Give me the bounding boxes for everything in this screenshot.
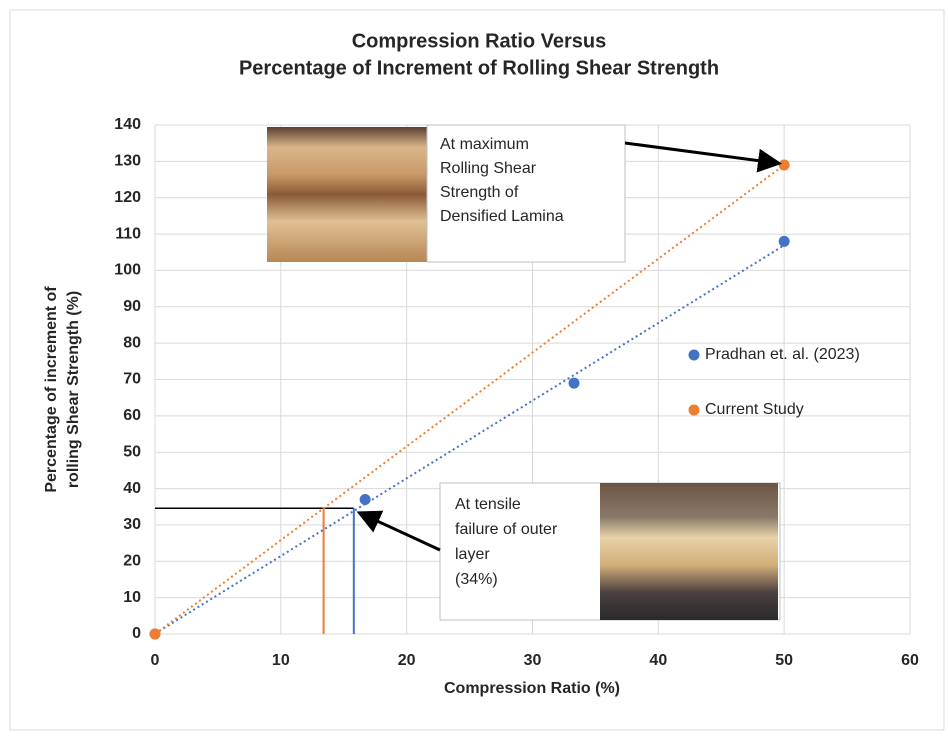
annotation-text: At tensile (455, 496, 521, 513)
y-tick-label: 0 (132, 625, 141, 642)
data-point (779, 236, 790, 247)
legend-marker (689, 350, 700, 361)
legend-label: Current Study (705, 401, 804, 418)
annotation-text: Strength of (440, 184, 519, 201)
data-point (569, 378, 580, 389)
legend-marker (689, 405, 700, 416)
annotation-text: (34%) (455, 571, 498, 588)
x-tick-label: 10 (272, 652, 290, 669)
chart: Compression Ratio Versus Percentage of In… (0, 0, 948, 732)
y-tick-label: 100 (114, 262, 141, 279)
y-axis-title: Percentage of increment of (43, 286, 60, 493)
annotation-text: Rolling Shear (440, 160, 537, 177)
data-point (779, 159, 790, 170)
annotation-text: failure of outer (455, 521, 558, 538)
y-axis-title: rolling Shear Strength (%) (65, 291, 82, 488)
chart-frame (10, 10, 944, 730)
chart-title: Percentage of Increment of Rolling Shear… (239, 57, 719, 79)
data-point (360, 494, 371, 505)
chart-title: Compression Ratio Versus (352, 30, 607, 52)
x-tick-label: 40 (649, 652, 667, 669)
photo (267, 127, 427, 262)
x-tick-label: 50 (775, 652, 793, 669)
annotation-text: layer (455, 546, 490, 563)
x-axis-title: Compression Ratio (%) (444, 680, 620, 697)
y-tick-label: 110 (115, 225, 141, 242)
y-tick-label: 90 (123, 298, 141, 315)
y-tick-label: 50 (123, 443, 141, 460)
y-tick-label: 60 (123, 407, 141, 424)
y-tick-label: 120 (114, 189, 141, 206)
y-tick-label: 10 (123, 589, 141, 606)
x-tick-label: 0 (151, 652, 160, 669)
y-tick-label: 40 (123, 480, 141, 497)
x-tick-label: 60 (901, 652, 919, 669)
y-tick-label: 80 (123, 334, 141, 351)
y-tick-label: 140 (114, 116, 141, 133)
annotation-text: Densified Lamina (440, 208, 564, 225)
data-point (150, 629, 161, 640)
y-tick-label: 20 (123, 553, 141, 570)
annotation-text: At maximum (440, 136, 529, 153)
y-tick-label: 70 (123, 371, 141, 388)
photo (600, 483, 778, 620)
y-tick-label: 130 (114, 153, 141, 170)
x-tick-label: 30 (524, 652, 542, 669)
legend-label: Pradhan et. al. (2023) (705, 346, 860, 363)
x-tick-label: 20 (398, 652, 416, 669)
y-tick-label: 30 (123, 516, 141, 533)
